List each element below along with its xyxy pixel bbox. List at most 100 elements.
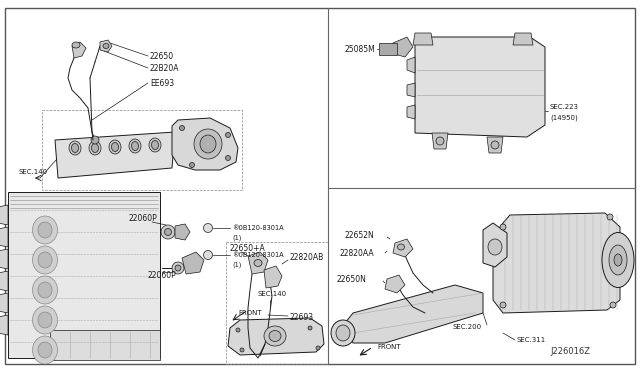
Ellipse shape — [194, 129, 222, 159]
Text: 25085M: 25085M — [345, 45, 376, 54]
Ellipse shape — [491, 141, 499, 149]
Ellipse shape — [607, 214, 613, 220]
Polygon shape — [513, 33, 533, 45]
Polygon shape — [248, 252, 268, 274]
Ellipse shape — [152, 141, 159, 150]
Polygon shape — [50, 330, 160, 360]
Ellipse shape — [614, 254, 622, 266]
Polygon shape — [407, 83, 415, 97]
Text: EE693: EE693 — [150, 78, 174, 87]
Ellipse shape — [109, 140, 121, 154]
Text: SEC.140: SEC.140 — [18, 169, 47, 175]
Ellipse shape — [316, 346, 320, 350]
Polygon shape — [0, 249, 8, 269]
Ellipse shape — [610, 302, 616, 308]
Bar — [379, 43, 397, 55]
Ellipse shape — [38, 312, 52, 328]
Text: SEC.200: SEC.200 — [453, 324, 482, 330]
Ellipse shape — [488, 239, 502, 255]
Polygon shape — [413, 33, 433, 45]
Ellipse shape — [38, 282, 52, 298]
Polygon shape — [407, 57, 415, 73]
Ellipse shape — [131, 141, 138, 151]
Ellipse shape — [164, 228, 172, 235]
Text: FRONT: FRONT — [377, 344, 401, 350]
Ellipse shape — [175, 265, 181, 271]
Ellipse shape — [89, 141, 101, 155]
Ellipse shape — [240, 348, 244, 352]
Ellipse shape — [38, 252, 52, 268]
Ellipse shape — [308, 326, 312, 330]
Polygon shape — [483, 223, 507, 267]
Text: 22650: 22650 — [150, 51, 174, 61]
Ellipse shape — [331, 320, 355, 346]
Text: ®0B120-8301A: ®0B120-8301A — [232, 225, 284, 231]
Polygon shape — [407, 105, 415, 119]
Ellipse shape — [172, 262, 184, 274]
Polygon shape — [72, 42, 86, 58]
Ellipse shape — [161, 225, 175, 239]
Ellipse shape — [189, 163, 195, 167]
Text: 22652N: 22652N — [345, 231, 375, 240]
Ellipse shape — [72, 144, 79, 153]
Ellipse shape — [269, 330, 281, 341]
Ellipse shape — [254, 260, 262, 266]
Ellipse shape — [33, 276, 58, 304]
Ellipse shape — [33, 306, 58, 334]
Text: SEC.223: SEC.223 — [550, 104, 579, 110]
Text: 22060P: 22060P — [128, 214, 157, 222]
Ellipse shape — [204, 224, 212, 232]
Polygon shape — [345, 285, 483, 343]
Ellipse shape — [602, 232, 634, 288]
Text: 22B20A: 22B20A — [150, 64, 179, 73]
Text: 22820AA: 22820AA — [340, 248, 374, 257]
Polygon shape — [264, 266, 282, 288]
Text: ®0B120-8301A: ®0B120-8301A — [232, 252, 284, 258]
Polygon shape — [175, 224, 190, 240]
Ellipse shape — [91, 136, 99, 144]
Polygon shape — [0, 205, 8, 225]
Ellipse shape — [111, 142, 118, 151]
Text: 22820AB: 22820AB — [290, 253, 324, 263]
Ellipse shape — [129, 139, 141, 153]
Polygon shape — [55, 132, 175, 178]
Ellipse shape — [500, 224, 506, 230]
Text: (14950): (14950) — [550, 115, 578, 121]
Polygon shape — [0, 227, 8, 247]
Polygon shape — [385, 275, 405, 293]
Text: J226016Z: J226016Z — [550, 347, 590, 356]
Text: FRONT: FRONT — [238, 310, 262, 316]
Text: 22693: 22693 — [290, 314, 314, 323]
Text: SEC.140: SEC.140 — [258, 291, 287, 297]
Polygon shape — [182, 252, 204, 274]
Text: 22650+A: 22650+A — [230, 244, 266, 253]
Polygon shape — [493, 213, 620, 313]
Polygon shape — [393, 239, 413, 257]
Ellipse shape — [200, 135, 216, 153]
Ellipse shape — [38, 342, 52, 358]
Ellipse shape — [336, 325, 350, 341]
Polygon shape — [100, 40, 112, 52]
Ellipse shape — [92, 144, 99, 153]
Ellipse shape — [225, 155, 230, 160]
Ellipse shape — [204, 250, 212, 260]
Polygon shape — [8, 192, 160, 358]
Ellipse shape — [179, 125, 184, 131]
Ellipse shape — [225, 132, 230, 138]
Text: (1): (1) — [232, 235, 241, 241]
Text: SEC.311: SEC.311 — [517, 337, 547, 343]
Ellipse shape — [72, 42, 80, 48]
Ellipse shape — [69, 141, 81, 155]
Polygon shape — [487, 137, 503, 153]
Ellipse shape — [436, 137, 444, 145]
Text: (1): (1) — [232, 262, 241, 268]
Ellipse shape — [609, 245, 627, 275]
Ellipse shape — [149, 138, 161, 152]
Ellipse shape — [264, 326, 286, 346]
Text: 22060P: 22060P — [148, 270, 177, 279]
Polygon shape — [0, 315, 8, 335]
Bar — [226, 242, 328, 364]
Polygon shape — [432, 133, 448, 149]
Ellipse shape — [33, 216, 58, 244]
Polygon shape — [415, 37, 545, 137]
